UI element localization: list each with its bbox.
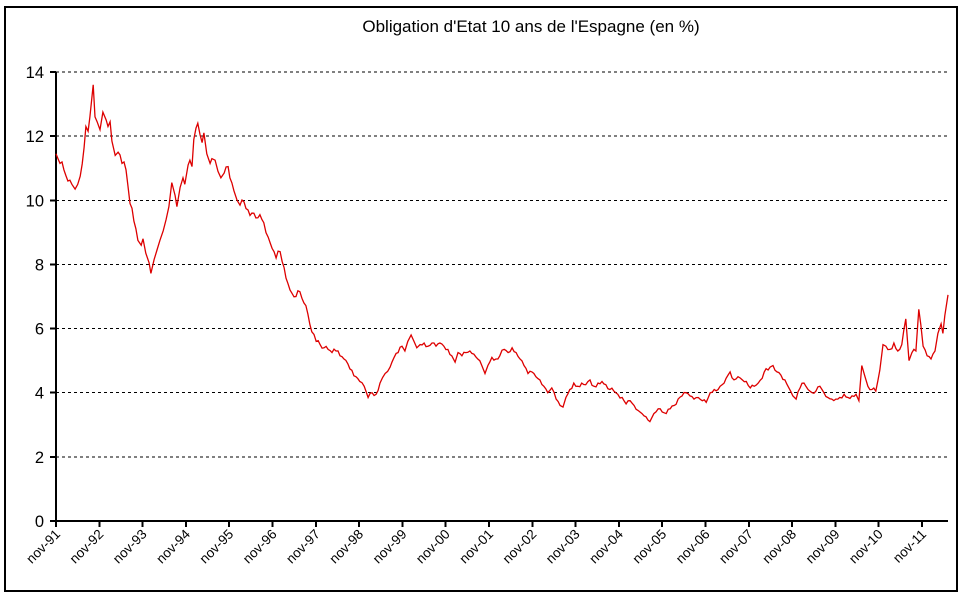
x-tick-label: nov-04 (586, 526, 626, 566)
x-tick-label: nov-03 (543, 527, 583, 567)
yield-line-series (55, 84, 949, 423)
y-tick-label: 8 (35, 256, 44, 274)
x-tick-label: nov-10 (846, 527, 886, 567)
y-tick-label: 12 (26, 128, 44, 146)
x-tick-label: nov-97 (283, 527, 323, 567)
x-tick-label: nov-06 (673, 527, 713, 567)
x-tick-label: nov-02 (500, 527, 540, 567)
x-tick-label: nov-91 (23, 527, 63, 567)
y-tick-label: 10 (26, 192, 44, 210)
x-tick-label: nov-93 (110, 527, 150, 567)
x-tick-label: nov-05 (630, 527, 670, 567)
chart-border (4, 6, 958, 592)
y-tick-label: 14 (26, 64, 44, 82)
y-tick-label: 0 (35, 513, 44, 531)
x-tick-label: nov-94 (153, 526, 193, 566)
x-tick-label: nov-00 (413, 527, 453, 567)
x-tick-label: nov-96 (240, 527, 280, 567)
x-tick-label: nov-01 (456, 527, 496, 567)
y-tick-label: 4 (35, 385, 44, 403)
x-tick-label: nov-11 (890, 527, 929, 566)
y-tick-label: 6 (35, 321, 44, 339)
x-tick-label: nov-92 (67, 527, 107, 567)
x-tick-label: nov-99 (370, 527, 410, 567)
x-tick-label: nov-07 (716, 527, 756, 567)
y-tick-label: 2 (35, 449, 44, 467)
x-tick-label: nov-09 (803, 527, 843, 567)
chart-title: Obligation d'Etat 10 ans de l'Espagne (e… (362, 17, 700, 36)
x-tick-label: nov-98 (326, 527, 366, 567)
x-tick-label: nov-95 (197, 527, 237, 567)
x-tick-label: nov-08 (759, 527, 799, 567)
